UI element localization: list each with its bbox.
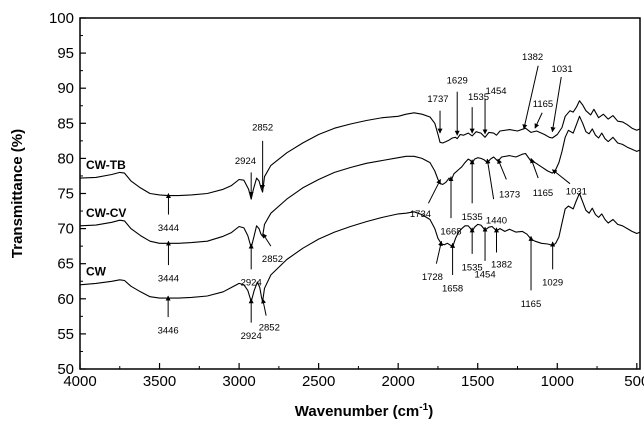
peak-label: 1737 [427, 94, 448, 105]
peak-label: 1454 [485, 86, 506, 97]
x-tick-labels: 4000 3500 3000 2500 2000 1500 1000 500 [63, 373, 644, 390]
peak-label: 1629 [447, 75, 468, 86]
x-tick-label: 1500 [461, 373, 494, 390]
peak-label: 1535 [462, 212, 483, 223]
peak-arrow [530, 157, 539, 179]
x-tick-label: 4000 [63, 373, 96, 390]
peak-label: 1454 [474, 269, 495, 280]
peak-label: 1029 [542, 278, 563, 289]
peak-label: 2924 [235, 156, 256, 167]
series-label: CW [86, 264, 107, 278]
y-tick-label: 70 [57, 221, 74, 238]
y-tick-label: 60 [57, 291, 74, 308]
peak-arrow [261, 298, 267, 316]
y-tick-label: 65 [57, 256, 74, 273]
peak-annotations: 2852292434441737162915351454138211651031… [158, 52, 587, 342]
peak-label: 2852 [262, 254, 283, 265]
peak-label: 3444 [158, 223, 179, 234]
series-label: CW-CV [86, 206, 126, 220]
peak-label: 1165 [521, 299, 541, 310]
peak-label: 2852 [259, 323, 280, 334]
peak-arrow [262, 233, 272, 247]
peak-arrow [551, 169, 571, 185]
series-line [79, 192, 641, 303]
peak-label: 1031 [566, 186, 587, 197]
peak-label: 3446 [158, 325, 179, 336]
y-tick-label: 95 [57, 45, 74, 62]
peak-label: 1535 [468, 92, 489, 103]
peak-arrow [427, 179, 441, 204]
x-axis-title: Wavenumber (cm-1) [295, 402, 433, 420]
peak-arrow [522, 65, 539, 130]
x-tick-label: 3000 [222, 373, 255, 390]
series-line [79, 115, 641, 249]
y-tick-label: 85 [57, 115, 74, 132]
peak-label: 1031 [551, 64, 572, 75]
peak-label: 1165 [533, 188, 553, 199]
peak-label: 2924 [241, 331, 262, 342]
peak-arrow [485, 158, 495, 200]
x-tick-label: 1000 [541, 373, 574, 390]
peak-label: 1165 [533, 99, 553, 110]
peak-label: 1734 [410, 209, 431, 220]
peak-label: 1658 [442, 283, 463, 294]
y-axis-title: Transmittance (%) [9, 129, 26, 258]
peak-label: 1668 [440, 226, 461, 237]
series-line [79, 100, 641, 200]
peak-label: 1535 [462, 262, 483, 273]
spectra-curves [79, 100, 641, 303]
y-tick-label: 50 [57, 361, 74, 378]
peak-label: 1728 [422, 272, 443, 283]
y-tick-label: 90 [57, 80, 74, 97]
peak-arrow [550, 76, 562, 133]
peak-arrow [497, 158, 507, 180]
x-tick-label: 500 [624, 373, 644, 390]
peak-arrow [435, 240, 443, 264]
y-tick-label: 80 [57, 150, 74, 167]
x-tick-label: 2000 [381, 373, 414, 390]
peak-label: 3444 [158, 274, 179, 285]
series-labels: CW-TB CW-CV CW [86, 158, 126, 278]
peak-arrow [534, 112, 543, 129]
peak-label: 1440 [486, 215, 507, 226]
plot-frame [79, 17, 641, 370]
series-label: CW-TB [86, 158, 126, 172]
y-tick-label: 100 [49, 10, 74, 27]
y-tick-labels: 50 55 60 65 70 75 80 85 90 95 100 [49, 10, 74, 378]
peak-label: 2852 [252, 122, 273, 133]
y-tick-label: 55 [57, 326, 74, 343]
x-tick-label: 3500 [143, 373, 176, 390]
peak-label: 1373 [499, 189, 520, 200]
y-tick-label: 75 [57, 186, 74, 203]
x-tick-label: 2500 [302, 373, 335, 390]
peak-label: 1382 [491, 259, 512, 270]
peak-label: 2924 [241, 278, 262, 289]
peak-label: 1382 [522, 52, 543, 63]
